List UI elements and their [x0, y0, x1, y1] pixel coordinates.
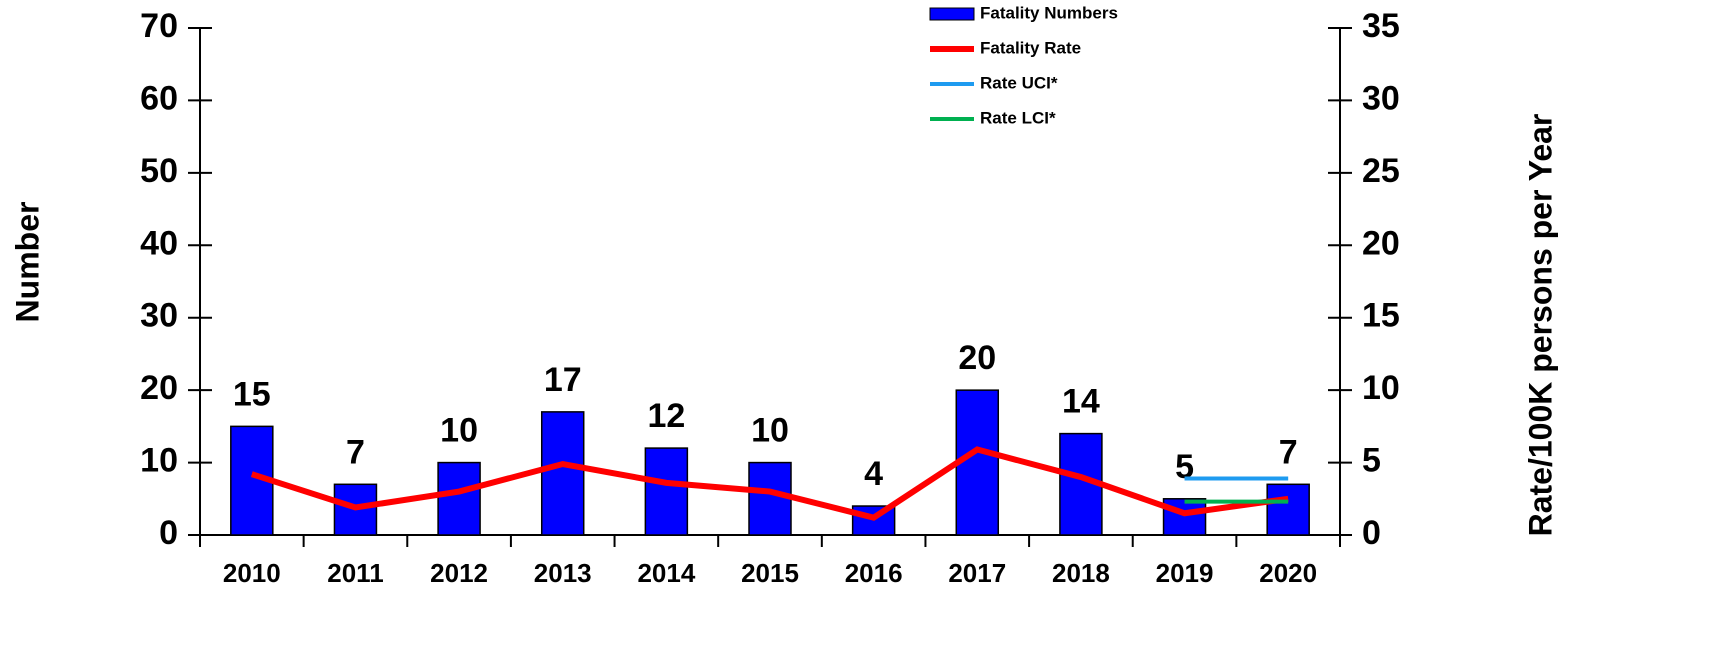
y-tick-label: 70	[140, 7, 178, 45]
y-axis-title: Number	[9, 202, 45, 323]
bar	[540, 411, 585, 536]
data-label: 14	[1062, 383, 1100, 421]
legend-label: Rate LCI*	[980, 108, 1056, 127]
data-label: 7	[346, 433, 365, 471]
y2-axis-title: Rate/100K persons per Year	[1522, 114, 1558, 537]
y2-tick-label: 20	[1362, 224, 1400, 262]
y-tick-label: 40	[140, 224, 178, 262]
data-label: 7	[1279, 433, 1298, 471]
data-label: 5	[1175, 448, 1194, 486]
y-tick-label: 60	[140, 79, 178, 117]
y-tick-label: 10	[140, 442, 178, 480]
legend-label: Rate UCI*	[980, 73, 1058, 92]
x-tick-label: 2010	[223, 558, 281, 588]
x-tick-label: 2020	[1259, 558, 1317, 588]
bar	[1266, 483, 1310, 536]
legend-swatch	[929, 7, 975, 21]
data-label: 17	[544, 361, 582, 399]
bar	[955, 389, 1000, 536]
x-tick-label: 2017	[948, 558, 1006, 588]
data-label: 12	[647, 397, 685, 435]
y2-tick-label: 5	[1362, 442, 1381, 480]
y-tick-label: 0	[159, 514, 178, 552]
data-label: 10	[751, 412, 789, 450]
legend-label: Fatality Numbers	[980, 3, 1118, 22]
y2-tick-label: 0	[1362, 514, 1381, 552]
x-tick-label: 2019	[1156, 558, 1214, 588]
data-label: 15	[233, 375, 271, 413]
bar	[437, 461, 481, 536]
y2-tick-label: 25	[1362, 152, 1400, 190]
x-tick-label: 2015	[741, 558, 799, 588]
bar	[644, 447, 689, 536]
x-tick-label: 2011	[327, 558, 383, 588]
y2-tick-label: 35	[1362, 7, 1400, 45]
legend-label: Fatality Rate	[980, 38, 1081, 57]
data-label: 20	[958, 339, 996, 377]
data-label: 10	[440, 412, 478, 450]
y2-tick-label: 10	[1362, 369, 1400, 407]
bar	[1162, 498, 1207, 536]
x-tick-label: 2018	[1052, 558, 1110, 588]
x-tick-label: 2012	[430, 558, 488, 588]
x-tick-label: 2014	[637, 558, 695, 588]
x-tick-label: 2013	[534, 558, 592, 588]
line	[250, 446, 1289, 521]
y-tick-label: 30	[140, 297, 178, 335]
y2-tick-label: 15	[1362, 297, 1400, 335]
data-label: 4	[864, 455, 883, 493]
y-tick-label: 20	[140, 369, 178, 407]
x-tick-label: 2016	[845, 558, 903, 588]
bar	[748, 461, 792, 536]
y2-tick-label: 30	[1362, 79, 1400, 117]
y-tick-label: 50	[140, 152, 178, 190]
